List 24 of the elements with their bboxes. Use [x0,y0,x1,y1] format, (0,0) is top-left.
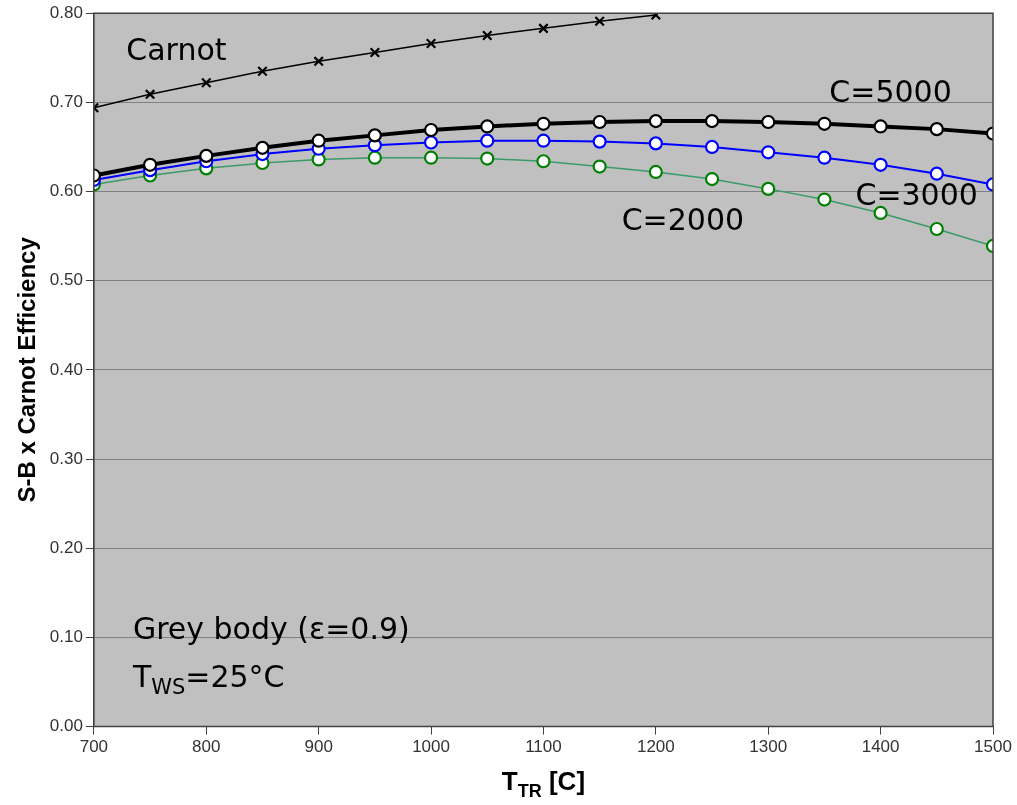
annotation: Grey body (ε=0.9) [132,610,410,646]
y-tick-label: 0.70 [49,92,83,112]
x-tick-label: 1200 [636,737,675,757]
y-tick-label: 0.60 [49,181,83,201]
x-tick-label: 700 [79,737,109,757]
y-tick-label: 0.50 [49,270,83,290]
y-tick-label: 0.00 [49,716,83,736]
y-tick-label: 0.80 [49,2,83,22]
series-label: Carnot [126,31,227,67]
y-tick-label: 0.40 [49,359,83,379]
x-tick-label: 800 [192,737,221,757]
x-tick-label: 1500 [974,737,1012,757]
x-tick-label: 900 [304,737,333,757]
y-axis-title: S-B x Carnot Efficiency [13,236,41,503]
x-tick-label: 1400 [861,737,900,757]
y-tick-label: 0.30 [49,448,83,468]
x-tick-label: 1300 [749,737,788,757]
x-tick-label: 1000 [412,737,450,757]
y-tick-label: 0.10 [49,627,83,647]
series-label: C=2000 [621,201,745,237]
series-label: C=3000 [855,176,978,212]
x-tick-label: 1100 [525,737,562,757]
series-label: C=5000 [829,74,952,110]
y-tick-label: 0.20 [49,537,83,557]
